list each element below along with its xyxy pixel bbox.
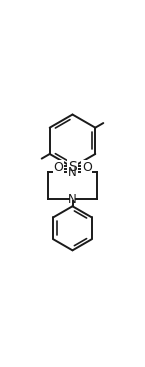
Text: S: S <box>68 160 77 174</box>
Text: O: O <box>53 161 63 174</box>
Text: N: N <box>68 166 77 179</box>
Text: O: O <box>82 161 92 174</box>
Text: N: N <box>68 193 77 206</box>
